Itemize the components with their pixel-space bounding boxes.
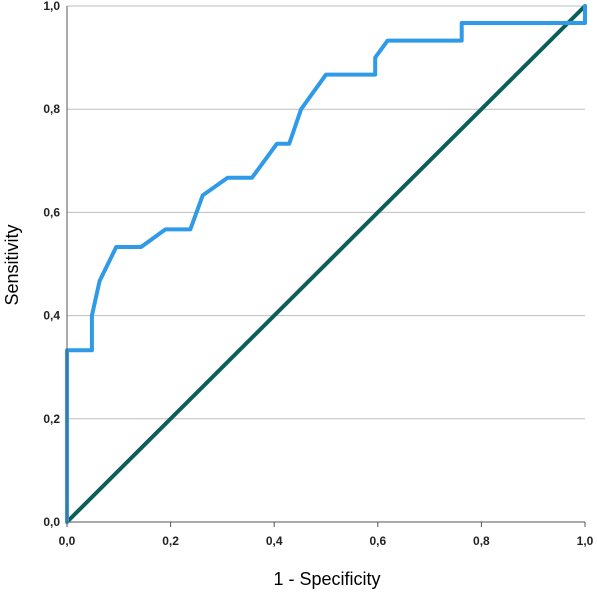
y-tick-label: 0,0 — [43, 515, 60, 529]
x-tick-label: 0,8 — [473, 534, 490, 548]
y-tick-label: 0,8 — [43, 102, 60, 116]
x-tick-label: 0,2 — [162, 534, 179, 548]
reference-diagonal-line — [65, 4, 587, 524]
roc-curve-line — [65, 4, 587, 524]
x-tick-label: 0,4 — [266, 534, 283, 548]
x-axis-title: 1 - Specificity — [273, 569, 380, 589]
x-tick-label: 1,0 — [577, 534, 594, 548]
gridlines — [67, 5, 585, 420]
y-tick-label: 1,0 — [43, 0, 60, 13]
tick-labels: 0,0 0,2 0,4 0,6 0,8 1,0 0,0 0,2 0,4 0,6 0,8 1,0 — [43, 0, 593, 548]
x-tick-label: 0,6 — [369, 534, 386, 548]
axes — [66, 6, 586, 527]
y-axis-title: Sensitivity — [2, 224, 22, 305]
y-tick-label: 0,6 — [43, 205, 60, 219]
plot-series — [65, 4, 587, 524]
y-tick-label: 0,4 — [43, 309, 60, 323]
x-tick-label: 0,0 — [59, 534, 76, 548]
y-tick-label: 0,2 — [43, 412, 60, 426]
